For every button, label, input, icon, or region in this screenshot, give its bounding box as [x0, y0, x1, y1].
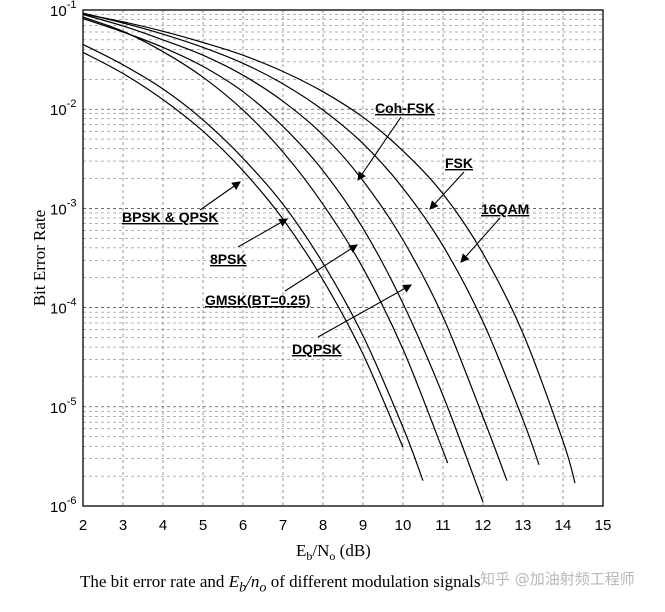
y-tick-label: 10-1 [50, 0, 76, 20]
y-tick-label: 10-4 [50, 297, 76, 318]
x-tick-label: 7 [279, 517, 287, 534]
arrow-8psk [237, 218, 288, 248]
curve-gmsk-bt-0-25- [83, 17, 484, 503]
y-tick-label: 10-5 [50, 396, 76, 417]
x-tick-label: 12 [475, 517, 492, 534]
curve-16qam [83, 13, 576, 484]
x-tick-label: 14 [555, 517, 572, 534]
x-tick-label: 11 [435, 517, 451, 534]
x-tick-label: 10 [395, 517, 412, 534]
x-tick-label: 6 [239, 517, 247, 534]
watermark-text: 知乎 @加油射频工程师 [480, 570, 635, 588]
label-bpsk-qpsk: BPSK & QPSK [122, 209, 218, 225]
arrow-16qam [460, 217, 501, 263]
series-labels: BPSK & QPSK 8PSK DQPSK GMSK(BT=0.25) Coh-FSK… [122, 100, 529, 357]
curve-dqpsk [83, 16, 449, 464]
x-tick-label: 4 [159, 517, 167, 534]
label-gmsk-bt-0-25-: GMSK(BT=0.25) [205, 292, 310, 308]
axis-ticks: 2 3 4 5 6 7 8 9 10 11 12 13 14 15 10-1 10-2 10-3 10-4 10-5… [50, 0, 611, 534]
x-axis-title: Eb/No (dB) [296, 541, 371, 563]
arrow-bpsk-qpsk [199, 181, 241, 211]
x-tick-label: 2 [79, 517, 87, 534]
x-tick-label: 15 [595, 517, 612, 534]
curve-bpsk-qpsk [83, 51, 404, 448]
x-tick-label: 9 [359, 517, 367, 534]
grid-lines [82, 10, 604, 507]
arrow-coh-fsk [357, 116, 402, 181]
curve-fsk [83, 12, 540, 466]
figure-caption: The bit error rate and Eb/no of differen… [80, 572, 481, 596]
y-axis-title: Bit Error Rate [30, 210, 49, 306]
y-tick-label: 10-2 [50, 98, 76, 119]
arrow-fsk [429, 171, 465, 210]
curve-8psk [83, 43, 424, 481]
label-fsk: FSK [445, 155, 473, 171]
x-tick-label: 13 [515, 517, 532, 534]
x-tick-label: 3 [119, 517, 127, 534]
x-tick-label: 8 [319, 517, 327, 534]
plot-frame [82, 9, 604, 507]
y-tick-label: 10-6 [50, 495, 76, 516]
label-8psk: 8PSK [210, 251, 247, 267]
curve-coh-fsk [83, 13, 508, 481]
arrow-gmsk-bt-0-25- [284, 244, 358, 292]
x-tick-label: 5 [199, 517, 207, 534]
label-coh-fsk: Coh-FSK [375, 100, 435, 116]
ber-curves [83, 12, 576, 503]
y-tick-label: 10-3 [50, 197, 76, 218]
label-16qam: 16QAM [481, 201, 529, 217]
arrow-dqpsk [317, 284, 412, 338]
label-dqpsk: DQPSK [292, 341, 342, 357]
